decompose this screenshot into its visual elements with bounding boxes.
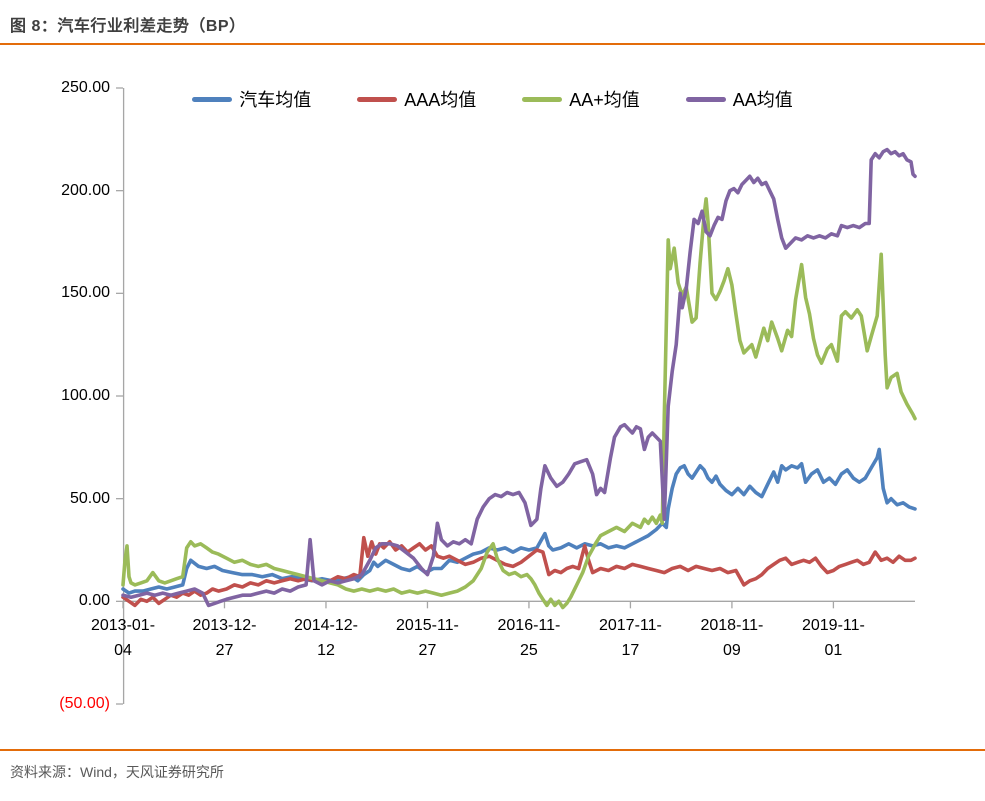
legend-label: AA均值 bbox=[732, 90, 793, 110]
x-axis-label: 2013-12- 27 bbox=[178, 613, 270, 663]
y-axis-label: 0.00 bbox=[78, 592, 110, 610]
x-axis-label-line1: 2019-11- bbox=[801, 617, 865, 635]
x-axis-label: 2016-11- 25 bbox=[483, 613, 575, 663]
legend-item-auto-mean: 汽车均值 bbox=[192, 86, 311, 112]
x-axis-label-line1: 2013-12- bbox=[192, 617, 257, 635]
x-axis-label-line2: 01 bbox=[824, 642, 843, 660]
source-note: 资料来源：Wind，天风证券研究所 bbox=[10, 764, 224, 780]
x-axis-label-line1: 2017-11- bbox=[598, 617, 662, 635]
x-axis-label-line2: 17 bbox=[621, 642, 640, 660]
series-line-AA+均值 bbox=[121, 197, 917, 610]
legend-swatch-aaa-mean bbox=[357, 96, 398, 102]
top-divider bbox=[0, 43, 985, 45]
x-axis-label: 2017-11- 17 bbox=[584, 613, 676, 663]
y-axis-label: 50.00 bbox=[69, 489, 110, 507]
x-axis-label-line1: 2018-11- bbox=[700, 617, 764, 635]
x-axis-label-line1: 2013-01- bbox=[90, 617, 156, 635]
legend-item-aaa-mean: AAA均值 bbox=[357, 86, 476, 112]
legend-label: AAA均值 bbox=[404, 90, 477, 110]
legend-label: AA+均值 bbox=[569, 90, 640, 110]
plot-svg bbox=[116, 87, 917, 705]
y-axis-label: (50.00) bbox=[59, 695, 110, 712]
x-axis-label: 2019-11- 01 bbox=[787, 613, 879, 663]
x-axis-label-line1: 2016-11- bbox=[497, 617, 561, 635]
x-axis-label-line2: 12 bbox=[317, 642, 335, 660]
y-axis-label: 100.00 bbox=[61, 387, 110, 404]
legend-item-aa-mean: AA均值 bbox=[685, 86, 793, 112]
series-line-AA均值 bbox=[121, 147, 917, 608]
x-axis-label-line2: 04 bbox=[114, 642, 132, 660]
legend-swatch-auto-mean bbox=[192, 96, 233, 102]
x-axis-label-line1: 2014-12- bbox=[293, 617, 358, 635]
chart-title: 图 8：汽车行业利差走势（BP） bbox=[10, 18, 246, 35]
legend-item-aaplus-mean: AA+均值 bbox=[522, 86, 640, 112]
x-axis-label-line2: 27 bbox=[215, 642, 234, 660]
x-axis-label-line2: 25 bbox=[520, 642, 538, 660]
y-axis-label: 250.00 bbox=[61, 79, 110, 96]
legend-label: 汽车均值 bbox=[239, 90, 312, 110]
series-line-AAA均值 bbox=[121, 535, 917, 608]
x-axis-label: 2014-12- 12 bbox=[280, 613, 372, 663]
x-axis-label-line2: 09 bbox=[723, 642, 741, 660]
y-axis-label: 150.00 bbox=[61, 284, 110, 302]
series-line-汽车均值 bbox=[121, 447, 917, 595]
legend-swatch-aaplus-mean bbox=[522, 96, 563, 102]
x-axis-label-line1: 2015-11- bbox=[396, 617, 459, 635]
x-axis-label: 2015-11- 27 bbox=[381, 613, 473, 663]
x-axis-label-line2: 27 bbox=[418, 642, 437, 660]
legend-swatch-aa-mean bbox=[685, 96, 726, 102]
x-axis-label: 2013-01- 04 bbox=[77, 613, 169, 663]
legend: 汽车均值 AAA均值 AA+均值 AA均值 bbox=[0, 86, 985, 112]
bottom-divider bbox=[0, 749, 985, 751]
y-axis-label: 200.00 bbox=[61, 181, 110, 199]
x-axis-label: 2018-11- 09 bbox=[686, 613, 778, 663]
